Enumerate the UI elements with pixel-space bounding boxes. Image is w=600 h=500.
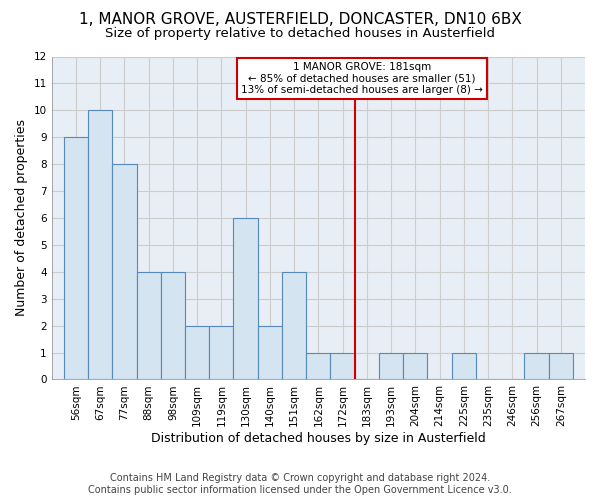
Bar [306,352,331,380]
Bar [548,352,573,380]
Text: Contains HM Land Registry data © Crown copyright and database right 2024.
Contai: Contains HM Land Registry data © Crown c… [88,474,512,495]
Bar [137,272,161,380]
Bar [233,218,258,380]
Bar [282,272,306,380]
X-axis label: Distribution of detached houses by size in Austerfield: Distribution of detached houses by size … [151,432,486,445]
Bar [88,110,112,380]
Text: 1 MANOR GROVE: 181sqm
← 85% of detached houses are smaller (51)
13% of semi-deta: 1 MANOR GROVE: 181sqm ← 85% of detached … [241,62,483,95]
Text: Size of property relative to detached houses in Austerfield: Size of property relative to detached ho… [105,28,495,40]
Text: 1, MANOR GROVE, AUSTERFIELD, DONCASTER, DN10 6BX: 1, MANOR GROVE, AUSTERFIELD, DONCASTER, … [79,12,521,28]
Bar [185,326,209,380]
Bar [161,272,185,380]
Bar [64,137,88,380]
Y-axis label: Number of detached properties: Number of detached properties [15,120,28,316]
Bar [112,164,137,380]
Bar [524,352,548,380]
Bar [452,352,476,380]
Bar [209,326,233,380]
Bar [403,352,427,380]
Bar [331,352,355,380]
Bar [258,326,282,380]
Bar [379,352,403,380]
